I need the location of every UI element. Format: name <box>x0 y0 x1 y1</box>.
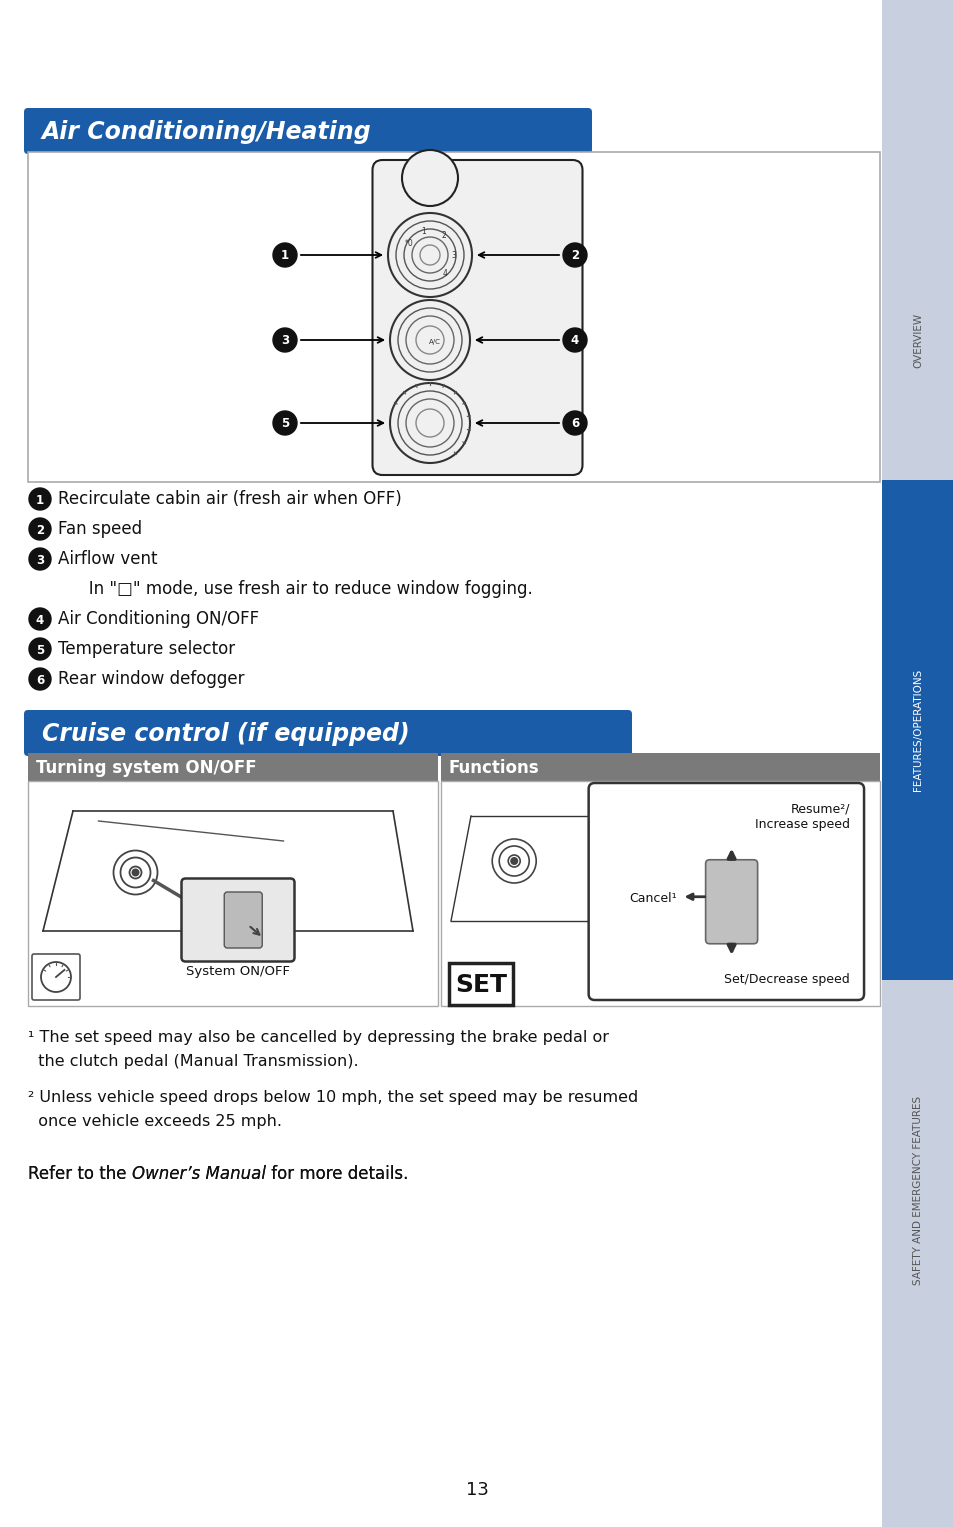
Text: In "□" mode, use fresh air to reduce window fogging.: In "□" mode, use fresh air to reduce win… <box>73 580 532 599</box>
Text: 5: 5 <box>280 417 289 431</box>
Text: Refer to the: Refer to the <box>28 1165 132 1183</box>
Text: 4: 4 <box>570 334 578 347</box>
Text: Owner’s Manual: Owner’s Manual <box>132 1165 266 1183</box>
Circle shape <box>562 243 586 267</box>
Text: A/C: A/C <box>429 339 440 345</box>
Text: 1: 1 <box>36 493 44 507</box>
Circle shape <box>29 548 51 570</box>
Text: Rear window defogger: Rear window defogger <box>58 670 244 689</box>
FancyBboxPatch shape <box>224 892 262 948</box>
Text: FEATURES/OPERATIONS: FEATURES/OPERATIONS <box>912 669 923 791</box>
Text: Air Conditioning/Heating: Air Conditioning/Heating <box>42 121 372 144</box>
Text: SAFETY AND EMERGENCY FEATURES: SAFETY AND EMERGENCY FEATURES <box>912 1095 923 1284</box>
Text: 5: 5 <box>36 643 44 657</box>
Text: 13: 13 <box>465 1481 488 1500</box>
Text: *0: *0 <box>404 238 414 247</box>
Circle shape <box>29 608 51 631</box>
Text: 2: 2 <box>441 231 446 240</box>
Text: 3: 3 <box>36 553 44 567</box>
Text: System ON/OFF: System ON/OFF <box>186 965 290 979</box>
FancyBboxPatch shape <box>24 108 592 154</box>
Text: Airflow vent: Airflow vent <box>58 550 157 568</box>
FancyBboxPatch shape <box>28 153 879 483</box>
Text: once vehicle exceeds 25 mph.: once vehicle exceeds 25 mph. <box>28 1115 282 1128</box>
Bar <box>882 479 953 980</box>
Text: Refer to the Owner’s Manual for more details.: Refer to the Owner’s Manual for more det… <box>28 1165 408 1183</box>
FancyBboxPatch shape <box>588 783 863 1000</box>
Text: Cancel¹: Cancel¹ <box>628 892 676 906</box>
Text: SET: SET <box>455 973 506 997</box>
Text: 4: 4 <box>36 614 44 626</box>
Bar <box>28 780 437 1006</box>
Text: 3: 3 <box>280 334 289 347</box>
Circle shape <box>562 411 586 435</box>
Circle shape <box>132 869 139 876</box>
Text: 6: 6 <box>570 417 578 431</box>
Circle shape <box>29 489 51 510</box>
Circle shape <box>29 667 51 690</box>
Text: Refer to the: Refer to the <box>28 1165 132 1183</box>
Text: Functions: Functions <box>449 759 539 777</box>
Bar <box>449 964 513 1005</box>
Text: Owner’s Manual: Owner’s Manual <box>132 1165 266 1183</box>
Text: 2: 2 <box>36 524 44 536</box>
Text: Resume²/
Increase speed: Resume²/ Increase speed <box>754 803 849 831</box>
Text: 1: 1 <box>421 228 426 237</box>
Text: 2: 2 <box>570 249 578 263</box>
Circle shape <box>401 150 457 206</box>
Text: for more details.: for more details. <box>266 1165 408 1183</box>
FancyBboxPatch shape <box>32 954 80 1000</box>
Bar <box>28 1164 527 1191</box>
Text: 3: 3 <box>451 250 456 260</box>
FancyBboxPatch shape <box>181 878 294 962</box>
Circle shape <box>510 857 517 864</box>
Bar <box>440 780 879 1006</box>
Bar <box>882 0 953 1527</box>
Text: ² Unless vehicle speed drops below 10 mph, the set speed may be resumed: ² Unless vehicle speed drops below 10 mp… <box>28 1090 638 1106</box>
Text: Refer to the: Refer to the <box>28 1165 236 1183</box>
Circle shape <box>273 411 296 435</box>
Bar <box>440 753 879 780</box>
Text: Air Conditioning ON/OFF: Air Conditioning ON/OFF <box>58 609 259 628</box>
Text: Cruise control (if equipped): Cruise control (if equipped) <box>42 722 409 747</box>
Circle shape <box>273 328 296 353</box>
FancyBboxPatch shape <box>24 710 631 756</box>
Text: 1: 1 <box>280 249 289 263</box>
Text: OVERVIEW: OVERVIEW <box>912 313 923 368</box>
Text: for more details.: for more details. <box>266 1165 408 1183</box>
Text: Temperature selector: Temperature selector <box>58 640 234 658</box>
Text: the clutch pedal (Manual Transmission).: the clutch pedal (Manual Transmission). <box>28 1054 358 1069</box>
Text: ¹ The set speed may also be cancelled by depressing the brake pedal or: ¹ The set speed may also be cancelled by… <box>28 1031 608 1044</box>
Text: Refer to the: Refer to the <box>28 1165 132 1183</box>
Text: Set/Decrease speed: Set/Decrease speed <box>723 973 849 986</box>
Text: 6: 6 <box>36 673 44 687</box>
Text: 4: 4 <box>442 269 447 278</box>
Text: Turning system ON/OFF: Turning system ON/OFF <box>36 759 256 777</box>
Bar <box>28 753 437 780</box>
FancyBboxPatch shape <box>705 860 757 944</box>
Circle shape <box>273 243 296 267</box>
Text: Recirculate cabin air (fresh air when OFF): Recirculate cabin air (fresh air when OF… <box>58 490 401 508</box>
Circle shape <box>29 518 51 541</box>
FancyBboxPatch shape <box>372 160 582 475</box>
Text: Fan speed: Fan speed <box>58 521 142 538</box>
Circle shape <box>29 638 51 660</box>
Circle shape <box>562 328 586 353</box>
